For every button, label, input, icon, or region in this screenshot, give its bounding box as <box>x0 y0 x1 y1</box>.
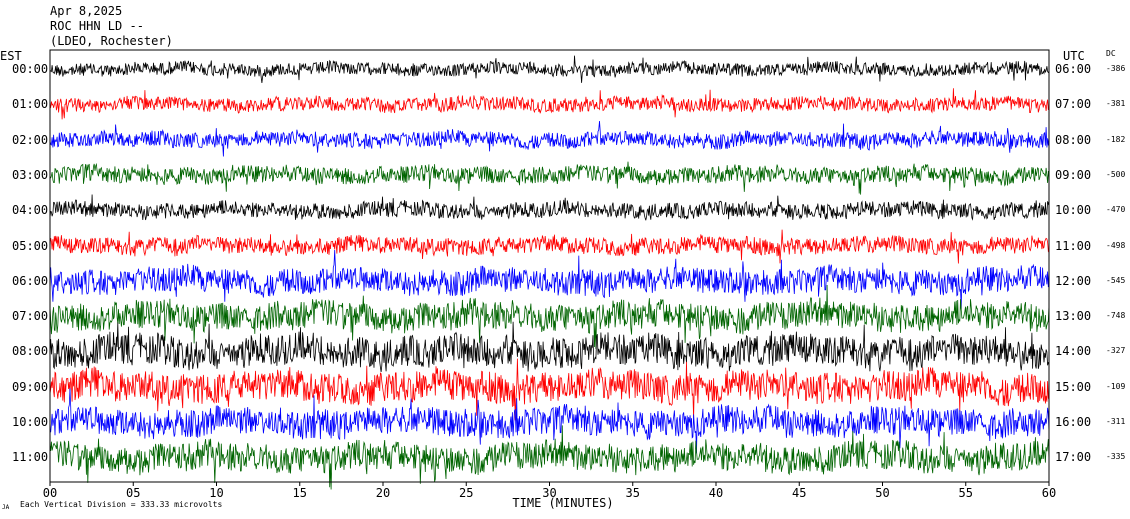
utc-label: 10:00 <box>1055 203 1092 218</box>
est-label: 06:00 <box>12 273 49 288</box>
dc-value: -470 <box>1106 205 1126 215</box>
x-tick-label: 40 <box>708 486 724 500</box>
dc-value: -327 <box>1106 346 1126 356</box>
x-tick-label: 30 <box>542 486 557 500</box>
trace-row-0700 <box>49 284 1050 350</box>
utc-label: 14:00 <box>1055 344 1092 359</box>
est-label: 00:00 <box>12 62 49 76</box>
trace-row-0000 <box>49 55 1050 84</box>
right-timezone-label: UTC <box>1063 49 1085 63</box>
utc-label: 06:00 <box>1055 62 1092 76</box>
utc-label: 13:00 <box>1055 309 1092 324</box>
dc-value: -386 <box>1106 64 1126 73</box>
utc-label: 15:00 <box>1055 379 1092 394</box>
trace-row-1000 <box>49 388 1050 454</box>
x-tick-label: 05 <box>126 486 141 500</box>
dc-value: -335 <box>1106 452 1126 462</box>
est-label: 03:00 <box>12 167 49 182</box>
dc-column-label: DC <box>1106 49 1116 58</box>
dc-value: -498 <box>1106 240 1126 250</box>
dc-value: -311 <box>1106 417 1126 426</box>
trace-row-0800 <box>49 321 1050 373</box>
trace-row-0400 <box>49 194 1050 221</box>
header-network: (LDEO, Rochester) <box>50 34 173 48</box>
utc-label: 17:00 <box>1055 450 1092 465</box>
x-tick-label: 35 <box>625 486 640 500</box>
dc-value: -182 <box>1106 134 1126 144</box>
utc-label: 07:00 <box>1055 97 1092 112</box>
est-label: 02:00 <box>12 132 49 147</box>
dc-value: -748 <box>1106 311 1126 321</box>
dc-value: -109 <box>1106 381 1126 391</box>
corner-mark: JA <box>2 504 10 511</box>
utc-label: 08:00 <box>1055 132 1092 147</box>
est-label: 08:00 <box>12 344 49 359</box>
dc-value: -500 <box>1106 169 1126 179</box>
est-label: 10:00 <box>12 415 49 429</box>
x-axis-label: TIME (MINUTES) <box>512 496 614 510</box>
trace-row-0200 <box>49 120 1050 157</box>
x-tick-label: 60 <box>1041 486 1057 500</box>
header-station: ROC HHN LD -- <box>50 19 144 33</box>
x-tick-label: 55 <box>958 486 973 500</box>
trace-row-0600 <box>49 249 1050 310</box>
utc-label: 09:00 <box>1055 167 1092 182</box>
x-tick-label: 15 <box>292 486 307 500</box>
utc-label: 16:00 <box>1055 415 1092 429</box>
x-tick-marks <box>49 482 1050 486</box>
header-date: Apr 8,2025 <box>50 4 123 18</box>
x-tick-label: 45 <box>792 486 807 500</box>
est-label: 01:00 <box>12 97 49 112</box>
utc-label: 11:00 <box>1055 238 1092 253</box>
trace-row-0300 <box>50 161 1050 195</box>
est-label: 11:00 <box>12 450 49 465</box>
trace-row-0900 <box>49 358 1050 421</box>
vertical-division-note: Each Vertical Division = 333.33 microvol… <box>20 500 223 509</box>
x-tick-label: 25 <box>459 486 474 500</box>
est-label: 05:00 <box>12 238 49 253</box>
est-label: 09:00 <box>12 379 49 394</box>
est-label: 04:00 <box>12 203 49 218</box>
trace-row-1100 <box>49 425 1050 490</box>
seismogram-traces <box>49 55 1050 490</box>
trace-row-0100 <box>49 88 1050 120</box>
left-timezone-label: EST <box>0 49 22 63</box>
x-tick-label: 00 <box>42 486 58 500</box>
est-label: 07:00 <box>12 309 49 324</box>
utc-label: 12:00 <box>1055 273 1092 288</box>
x-tick-label: 10 <box>209 486 224 500</box>
x-tick-label: 50 <box>875 486 890 500</box>
dc-value: -545 <box>1106 275 1126 285</box>
x-tick-label: 20 <box>375 486 391 500</box>
trace-row-0500 <box>49 229 1050 264</box>
dc-value: -381 <box>1106 99 1126 109</box>
